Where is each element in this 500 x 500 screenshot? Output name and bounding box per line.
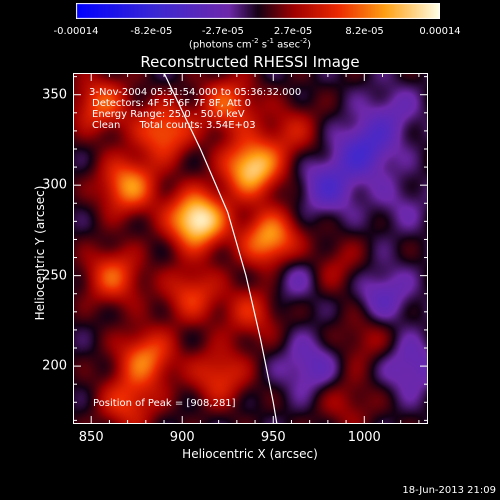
- heatmap-plot: 3-Nov-2004 05:31:54.000 to 05:36:32.000 …: [73, 73, 428, 424]
- date-stamp: 18-Jun-2013 21:09: [402, 485, 496, 496]
- y-tick-label: 250: [42, 268, 67, 284]
- annotation-time-range: 3-Nov-2004 05:31:54.000 to 05:36:32.000: [89, 87, 302, 98]
- annotation-clean: Clean Total counts: 3.54E+03: [92, 120, 256, 131]
- annotation-peak: Position of Peak = [908,281]: [93, 398, 236, 409]
- solar-limb-curve: [163, 73, 278, 424]
- colorbar-tick-label: -0.00014: [53, 26, 99, 37]
- colorbar-tick-label: -8.2e-05: [130, 26, 173, 37]
- colorbar-tick-label: 2.7e-05: [273, 26, 313, 37]
- annotation-energy: Energy Range: 25.0 - 50.0 keV: [92, 109, 245, 120]
- x-axis-label: Heliocentric X (arcsec): [182, 447, 318, 461]
- chart-title: Reconstructed RHESSI Image: [140, 53, 360, 71]
- x-tick-label: 900: [169, 430, 195, 445]
- colorbar-tick-label: -2.7e-05: [201, 26, 244, 37]
- colorbar-gradient: [76, 3, 440, 19]
- colorbar: [76, 3, 440, 19]
- heatmap-image: [73, 73, 428, 424]
- x-tick-label: 850: [78, 430, 104, 445]
- y-axis-label: Heliocentric Y (arcsec): [33, 185, 47, 321]
- colorbar-tick-label: 0.00014: [419, 26, 461, 37]
- plot-overlay: [73, 73, 428, 424]
- colorbar-units: (photons cm-2 s-1 asec-2): [188, 37, 312, 51]
- x-tick-label: 950: [260, 430, 286, 445]
- colorbar-tick-label: 8.2e-05: [345, 26, 384, 37]
- y-tick-label: 350: [42, 87, 67, 103]
- y-tick-label: 300: [42, 177, 67, 193]
- x-tick-label: 1000: [347, 430, 381, 445]
- annotation-detectors: Detectors: 4F 5F 6F 7F 8F, Att 0: [92, 98, 252, 109]
- plot-frame: [73, 73, 428, 424]
- y-tick-label: 200: [42, 358, 67, 374]
